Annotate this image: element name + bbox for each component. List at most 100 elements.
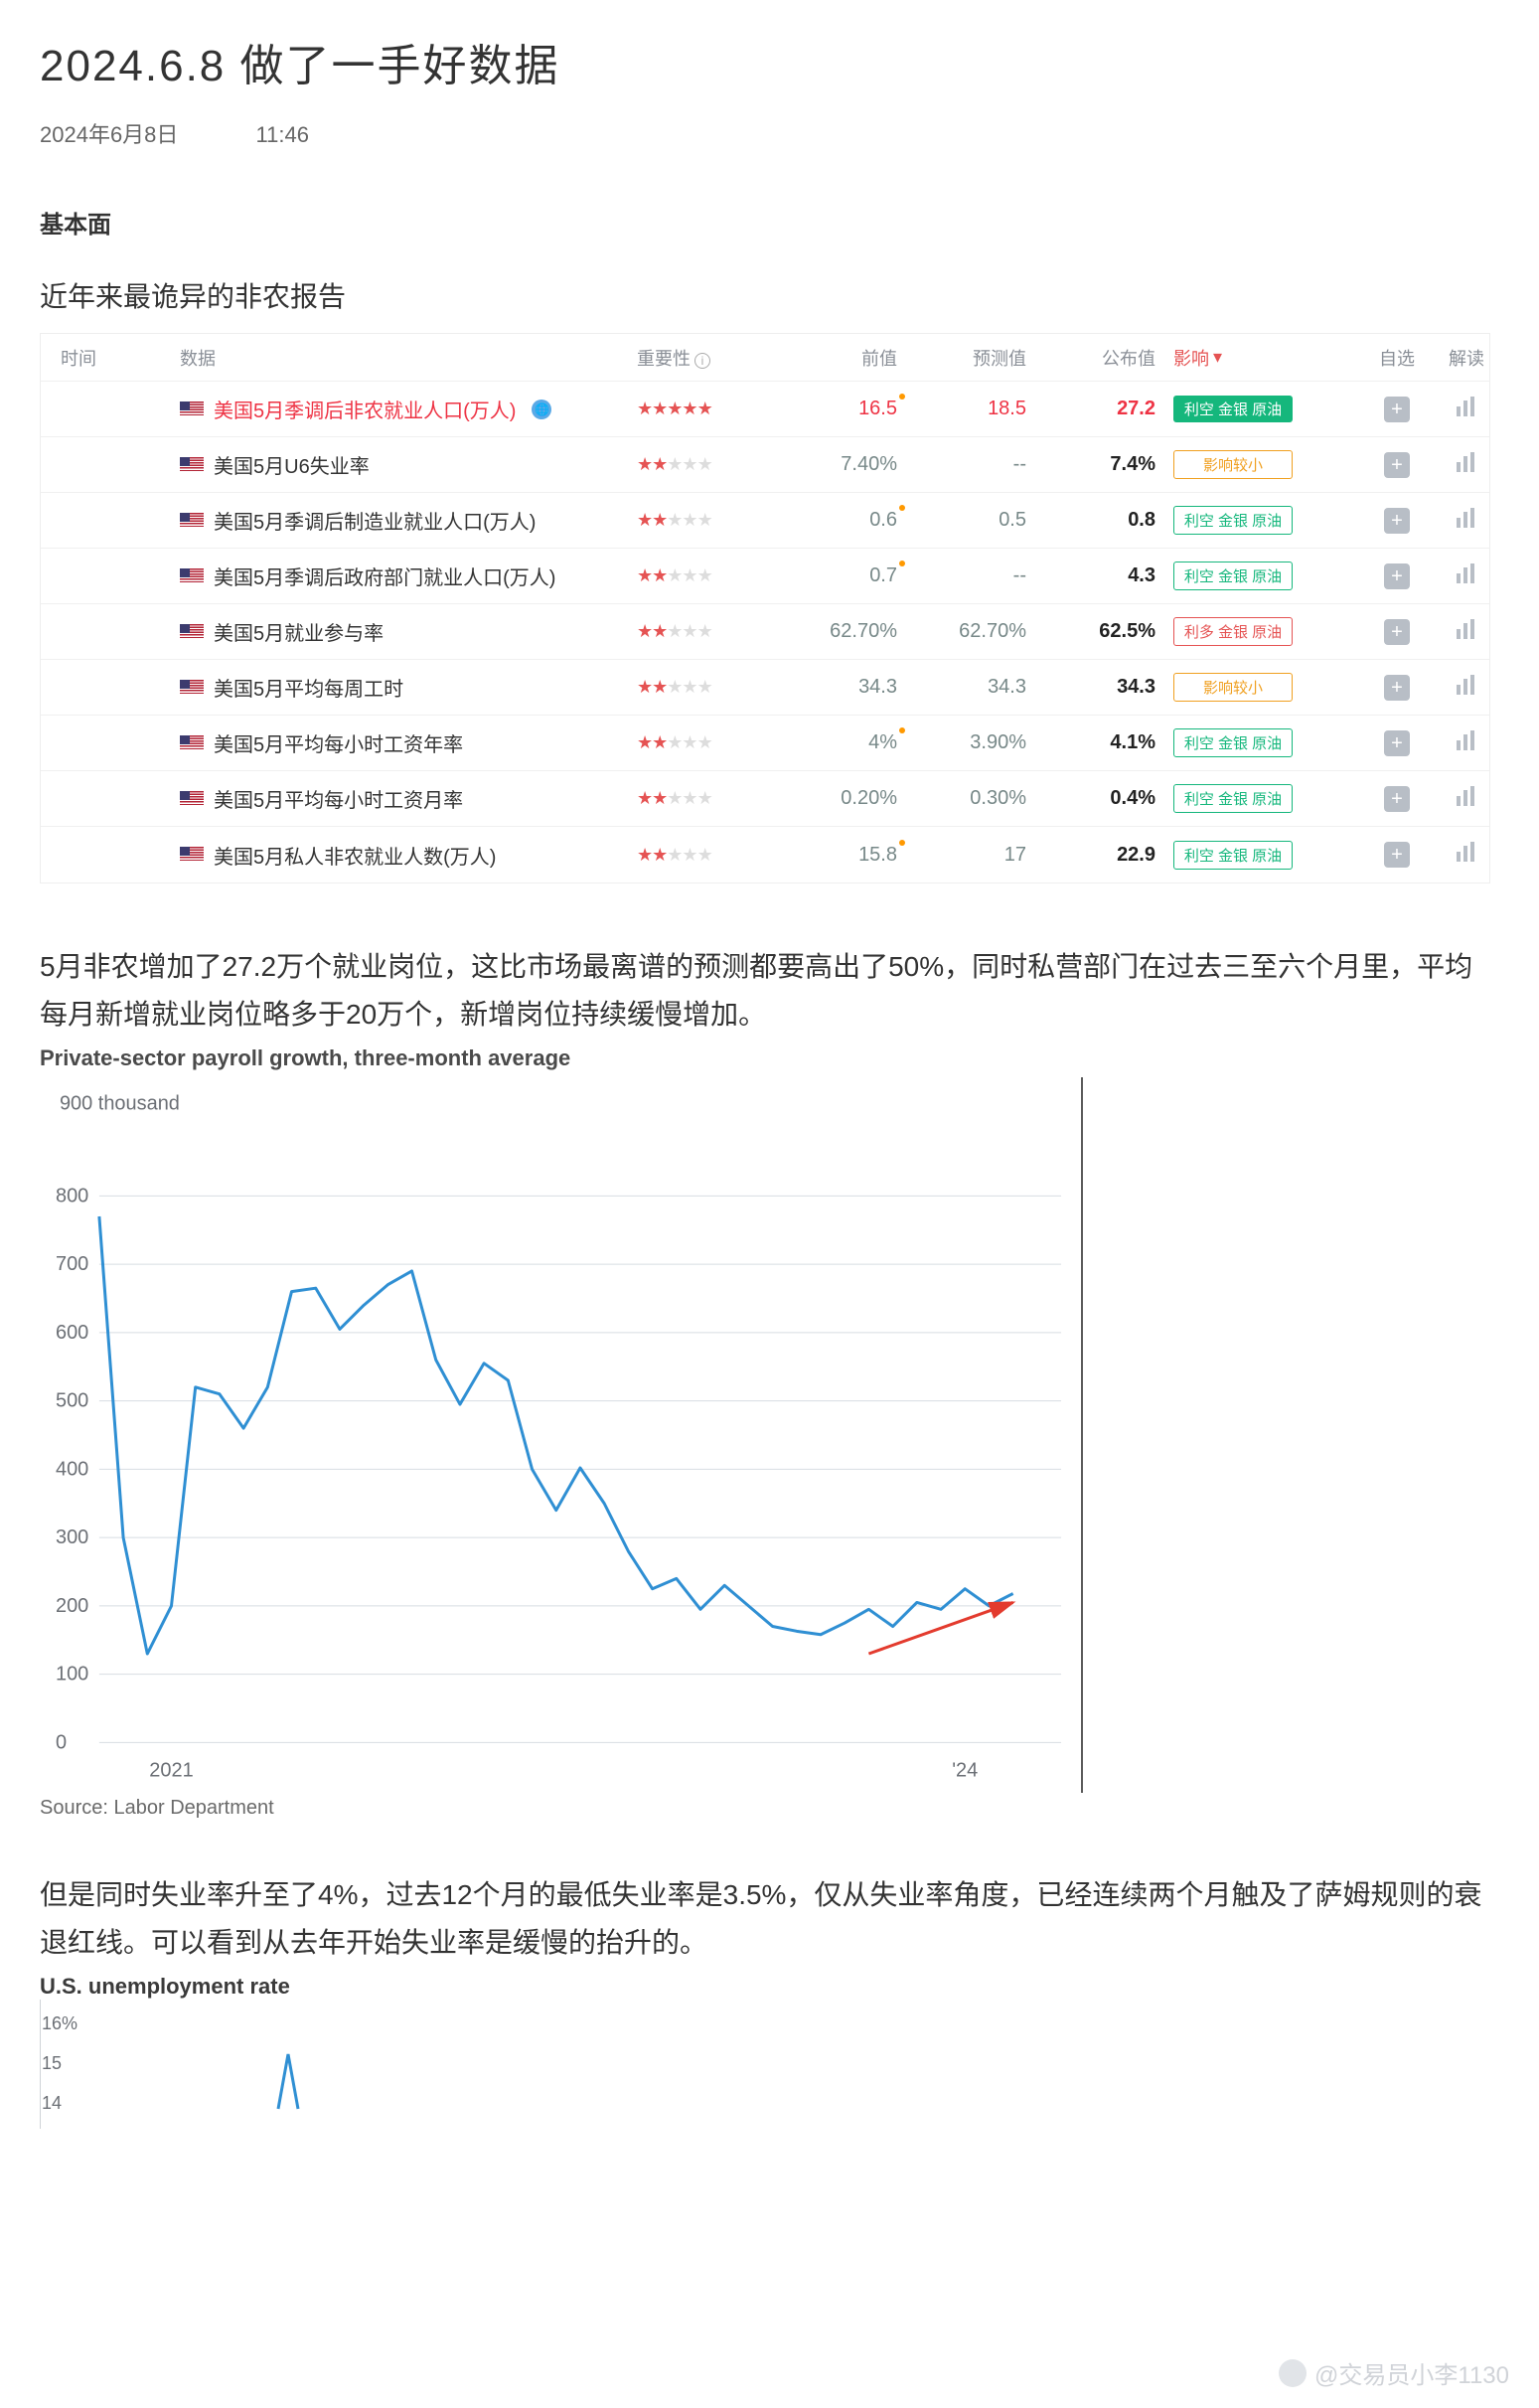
us-flag-icon bbox=[180, 457, 204, 473]
row-name[interactable]: 美国5月季调后政府部门就业人口(万人) bbox=[180, 562, 637, 590]
svg-text:300: 300 bbox=[56, 1526, 88, 1548]
table-row[interactable]: 美国5月平均每小时工资月率★★★★★0.20%0.30%0.4%利空 金银 原油… bbox=[41, 771, 1489, 827]
actual-value: 4.1% bbox=[1044, 731, 1173, 754]
importance-stars: ★★★★★ bbox=[637, 788, 786, 809]
importance-stars: ★★★★★ bbox=[637, 732, 786, 753]
table-row[interactable]: 美国5月私人非农就业人数(万人)★★★★★15.81722.9利空 金银 原油+ bbox=[41, 827, 1489, 883]
svg-text:400: 400 bbox=[56, 1459, 88, 1481]
add-favorite-button[interactable]: + bbox=[1384, 619, 1410, 645]
add-favorite-button[interactable]: + bbox=[1384, 397, 1410, 422]
col-impact-sort[interactable]: 影响 ▾ bbox=[1173, 345, 1362, 371]
row-name[interactable]: 美国5月就业参与率 bbox=[180, 617, 637, 646]
actual-value: 27.2 bbox=[1044, 398, 1173, 420]
chart1-source: Source: Labor Department bbox=[40, 1793, 1083, 1824]
impact-tag: 利空 金银 原油 bbox=[1173, 728, 1362, 757]
info-icon[interactable]: i bbox=[694, 353, 710, 369]
bar-chart-icon[interactable] bbox=[1456, 400, 1477, 421]
forecast-value: 34.3 bbox=[915, 676, 1044, 699]
bar-chart-icon[interactable] bbox=[1456, 733, 1477, 755]
table-row[interactable]: 美国5月季调后政府部门就业人口(万人)★★★★★0.7--4.3利空 金银 原油… bbox=[41, 549, 1489, 604]
us-flag-icon bbox=[180, 513, 204, 529]
meta-time: 11:46 bbox=[256, 122, 309, 147]
svg-text:800: 800 bbox=[56, 1186, 88, 1207]
row-name[interactable]: 美国5月季调后非农就业人口(万人)🌐 bbox=[180, 395, 637, 423]
forecast-value: 0.30% bbox=[915, 787, 1044, 810]
svg-text:500: 500 bbox=[56, 1390, 88, 1412]
impact-tag: 影响较小 bbox=[1173, 450, 1362, 479]
add-favorite-button[interactable]: + bbox=[1384, 675, 1410, 701]
us-flag-icon bbox=[180, 624, 204, 640]
add-favorite-button[interactable]: + bbox=[1384, 786, 1410, 812]
add-favorite-button[interactable]: + bbox=[1384, 452, 1410, 478]
svg-text:900 thousand: 900 thousand bbox=[60, 1093, 180, 1115]
impact-tag: 利多 金银 原油 bbox=[1173, 617, 1362, 646]
us-flag-icon bbox=[180, 680, 204, 696]
svg-text:15: 15 bbox=[42, 2053, 62, 2073]
actual-value: 4.3 bbox=[1044, 564, 1173, 587]
actual-value: 0.4% bbox=[1044, 787, 1173, 810]
table-row[interactable]: 美国5月平均每小时工资年率★★★★★4%3.90%4.1%利空 金银 原油 + bbox=[41, 716, 1489, 771]
row-name[interactable]: 美国5月平均每小时工资月率 bbox=[180, 784, 637, 813]
svg-text:16%: 16% bbox=[42, 2013, 77, 2033]
actual-value: 7.4% bbox=[1044, 453, 1173, 476]
impact-tag: 利空 金银 原油 bbox=[1173, 396, 1362, 422]
table-row[interactable]: 美国5月U6失业率★★★★★7.40%--7.4%影响较小+ bbox=[41, 437, 1489, 493]
row-name[interactable]: 美国5月私人非农就业人数(万人) bbox=[180, 841, 637, 870]
prev-value: 7.40% bbox=[786, 453, 915, 476]
row-name[interactable]: 美国5月U6失业率 bbox=[180, 450, 637, 479]
page-meta: 2024年6月8日 11:46 bbox=[40, 117, 1499, 149]
add-favorite-button[interactable]: + bbox=[1384, 730, 1410, 756]
importance-stars: ★★★★★ bbox=[637, 510, 786, 531]
bar-chart-icon[interactable] bbox=[1456, 845, 1477, 867]
impact-tag: 利空 金银 原油 bbox=[1173, 841, 1362, 870]
bar-chart-icon[interactable] bbox=[1456, 566, 1477, 588]
chart2-svg: 16%1514 bbox=[40, 2000, 695, 2129]
importance-stars: ★★★★★ bbox=[637, 677, 786, 698]
col-data[interactable]: 数据 bbox=[180, 345, 637, 371]
col-forecast[interactable]: 预测值 bbox=[915, 345, 1044, 371]
unemployment-rate-chart: U.S. unemployment rate 16%1514 bbox=[40, 1974, 695, 2129]
svg-text:600: 600 bbox=[56, 1322, 88, 1344]
row-name[interactable]: 美国5月平均每周工时 bbox=[180, 673, 637, 702]
chart1-title: Private-sector payroll growth, three-mon… bbox=[40, 1045, 1083, 1071]
col-favorite[interactable]: 自选 bbox=[1362, 345, 1432, 371]
forecast-value: 3.90% bbox=[915, 731, 1044, 754]
meta-date: 2024年6月8日 bbox=[40, 122, 178, 147]
table-row[interactable]: 美国5月平均每周工时★★★★★34.334.334.3影响较小+ bbox=[41, 660, 1489, 716]
chart1-svg: 900 thousand0100200300400500600700800202… bbox=[40, 1077, 1083, 1793]
importance-stars: ★★★★★ bbox=[637, 454, 786, 475]
bar-chart-icon[interactable] bbox=[1456, 455, 1477, 477]
importance-stars: ★★★★★ bbox=[637, 399, 786, 419]
add-favorite-button[interactable]: + bbox=[1384, 508, 1410, 534]
prev-value: 62.70% bbox=[786, 620, 915, 643]
impact-tag: 利空 金银 原油 bbox=[1173, 784, 1362, 813]
watermark-text: @交易员小李1130 bbox=[1314, 2355, 1509, 2390]
col-previous[interactable]: 前值 bbox=[786, 345, 915, 371]
table-row[interactable]: 美国5月季调后非农就业人口(万人)🌐★★★★★16.518.527.2利空 金银… bbox=[41, 382, 1489, 437]
bar-chart-icon[interactable] bbox=[1456, 622, 1477, 644]
bar-chart-icon[interactable] bbox=[1456, 678, 1477, 700]
bar-chart-icon[interactable] bbox=[1456, 789, 1477, 811]
col-actual[interactable]: 公布值 bbox=[1044, 345, 1173, 371]
table-row[interactable]: 美国5月就业参与率★★★★★62.70%62.70%62.5%利多 金银 原油+ bbox=[41, 604, 1489, 660]
col-interpret[interactable]: 解读 bbox=[1432, 345, 1501, 371]
table-header-row: 时间 数据 重要性i 前值 预测值 公布值 影响 ▾ 自选 解读 bbox=[41, 334, 1489, 382]
row-name[interactable]: 美国5月平均每小时工资年率 bbox=[180, 728, 637, 757]
actual-value: 34.3 bbox=[1044, 676, 1173, 699]
add-favorite-button[interactable]: + bbox=[1384, 563, 1410, 589]
forecast-value: 62.70% bbox=[915, 620, 1044, 643]
add-favorite-button[interactable]: + bbox=[1384, 842, 1410, 868]
forecast-value: 0.5 bbox=[915, 509, 1044, 532]
row-name[interactable]: 美国5月季调后制造业就业人口(万人) bbox=[180, 506, 637, 535]
impact-tag: 影响较小 bbox=[1173, 673, 1362, 702]
forecast-value: -- bbox=[915, 564, 1044, 587]
prev-value: 4% bbox=[786, 731, 915, 754]
us-flag-icon bbox=[180, 568, 204, 584]
watermark: @交易员小李1130 bbox=[1279, 2355, 1509, 2390]
sub-heading-nfp: 近年来最诡异的非农报告 bbox=[40, 275, 1499, 315]
col-importance[interactable]: 重要性i bbox=[637, 345, 786, 371]
us-flag-icon bbox=[180, 847, 204, 863]
table-row[interactable]: 美国5月季调后制造业就业人口(万人)★★★★★0.60.50.8利空 金银 原油… bbox=[41, 493, 1489, 549]
bar-chart-icon[interactable] bbox=[1456, 511, 1477, 533]
col-time[interactable]: 时间 bbox=[61, 345, 180, 371]
